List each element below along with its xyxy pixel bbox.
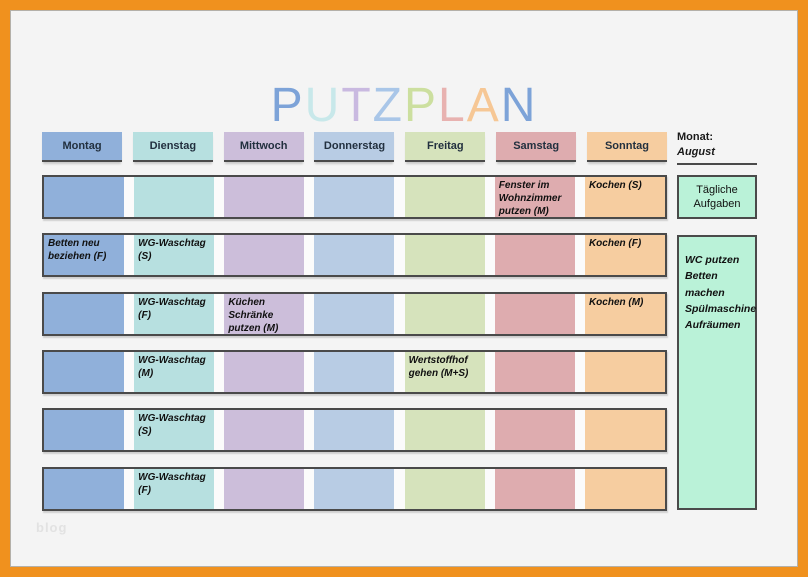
daily-tasks-title: Tägliche Aufgaben: [693, 183, 741, 210]
title-letter: Z: [372, 79, 404, 133]
week-row-6: WG-Waschtag (F): [42, 467, 667, 511]
title-letter: P: [403, 79, 438, 133]
task-cell-sonntag-week2: Kochen (F): [584, 235, 665, 275]
day-header-mittwoch: Mittwoch: [223, 132, 304, 162]
task-cell-donnerstag-week6: [314, 469, 395, 509]
task-cell-mittwoch-week5: [224, 410, 305, 450]
week-row-5: WG-Waschtag (S): [42, 408, 667, 452]
title-letter: P: [270, 79, 305, 133]
day-header-sonntag: Sonntag: [586, 132, 667, 162]
title-letter: L: [437, 79, 467, 133]
task-cell-sonntag-week5: [584, 410, 665, 450]
week-row-2: Betten neu beziehen (F) WG-Waschtag (S) Ko…: [42, 233, 667, 277]
task-cell-freitag-week3: [404, 294, 485, 334]
task-cell-dienstag-week1: [134, 177, 215, 217]
task-cell-dienstag-week4: WG-Waschtag (M): [134, 352, 215, 392]
title-letter: T: [341, 79, 373, 133]
daily-task-item: Betten machen: [685, 270, 725, 299]
title-letter: N: [500, 79, 538, 133]
task-cell-samstag-week3: [494, 294, 575, 334]
task-cell-samstag-week1: Fenster im Wohnzimmer putzen (M): [494, 177, 575, 217]
task-cell-donnerstag-week3: [314, 294, 395, 334]
task-cell-sonntag-week6: [584, 469, 665, 509]
task-cell-donnerstag-week5: [314, 410, 395, 450]
daily-task-item: Spülmaschine: [685, 302, 757, 315]
task-cell-mittwoch-week2: [224, 235, 305, 275]
week-row-1: Fenster im Wohnzimmer putzen (M) Kochen (…: [42, 175, 667, 219]
task-cell-montag-week5: [44, 410, 124, 450]
day-header-donnerstag: Donnerstag: [314, 132, 395, 162]
task-cell-mittwoch-week6: [224, 469, 305, 509]
title-letter: A: [466, 79, 501, 133]
task-cell-freitag-week6: [404, 469, 485, 509]
day-header-dienstag: Dienstag: [132, 132, 213, 162]
task-cell-samstag-week4: [494, 352, 575, 392]
daily-task-item: Aufräumen: [685, 319, 741, 332]
task-cell-mittwoch-week1: [224, 177, 305, 217]
task-cell-mittwoch-week4: [224, 352, 305, 392]
week-row-3: WG-Waschtag (F) Küchen Schränke putzen (M…: [42, 292, 667, 336]
task-cell-dienstag-week5: WG-Waschtag (S): [134, 410, 215, 450]
task-cell-montag-week3: [44, 294, 124, 334]
daily-tasks-box: Tägliche Aufgaben: [677, 175, 757, 219]
day-header-montag: Montag: [42, 132, 122, 162]
task-cell-freitag-week2: [404, 235, 485, 275]
daily-tasks-list: WC putzen Betten machen Spülmaschine Aufräu…: [677, 235, 757, 510]
page-title: PUTZPLAN: [0, 82, 808, 130]
task-cell-montag-week2: Betten neu beziehen (F): [44, 235, 124, 275]
task-cell-montag-week6: [44, 469, 124, 509]
month-value: August: [677, 145, 715, 158]
task-cell-freitag-week4: Wertstoffhof gehen (M+S): [404, 352, 485, 392]
task-cell-dienstag-week6: WG-Waschtag (F): [134, 469, 215, 509]
day-header-row: Montag Dienstag Mittwoch Donnerstag Freitag S…: [42, 132, 667, 162]
week-row-4: WG-Waschtag (M) Wertstoffhof gehen (M+S): [42, 350, 667, 394]
day-header-freitag: Freitag: [405, 132, 486, 162]
task-cell-freitag-week1: [404, 177, 485, 217]
task-cell-mittwoch-week3: Küchen Schränke putzen (M): [224, 294, 305, 334]
task-cell-donnerstag-week4: [314, 352, 395, 392]
task-cell-sonntag-week1: Kochen (S): [584, 177, 665, 217]
task-cell-sonntag-week4: [584, 352, 665, 392]
month-label: Monat:: [677, 131, 714, 143]
task-cell-donnerstag-week2: [314, 235, 395, 275]
task-cell-donnerstag-week1: [314, 177, 395, 217]
day-header-samstag: Samstag: [496, 132, 577, 162]
task-cell-montag-week4: [44, 352, 124, 392]
task-cell-montag-week1: [44, 177, 124, 217]
title-letter: U: [304, 79, 342, 133]
task-cell-samstag-week5: [494, 410, 575, 450]
task-cell-samstag-week6: [494, 469, 575, 509]
daily-task-item: WC putzen: [685, 254, 740, 266]
task-cell-samstag-week2: [494, 235, 575, 275]
watermark: blog: [36, 520, 68, 535]
month-block: Monat: August: [677, 130, 757, 165]
task-cell-dienstag-week3: WG-Waschtag (F): [134, 294, 215, 334]
task-cell-sonntag-week3: Kochen (M): [584, 294, 665, 334]
task-cell-freitag-week5: [404, 410, 485, 450]
task-cell-dienstag-week2: WG-Waschtag (S): [134, 235, 215, 275]
